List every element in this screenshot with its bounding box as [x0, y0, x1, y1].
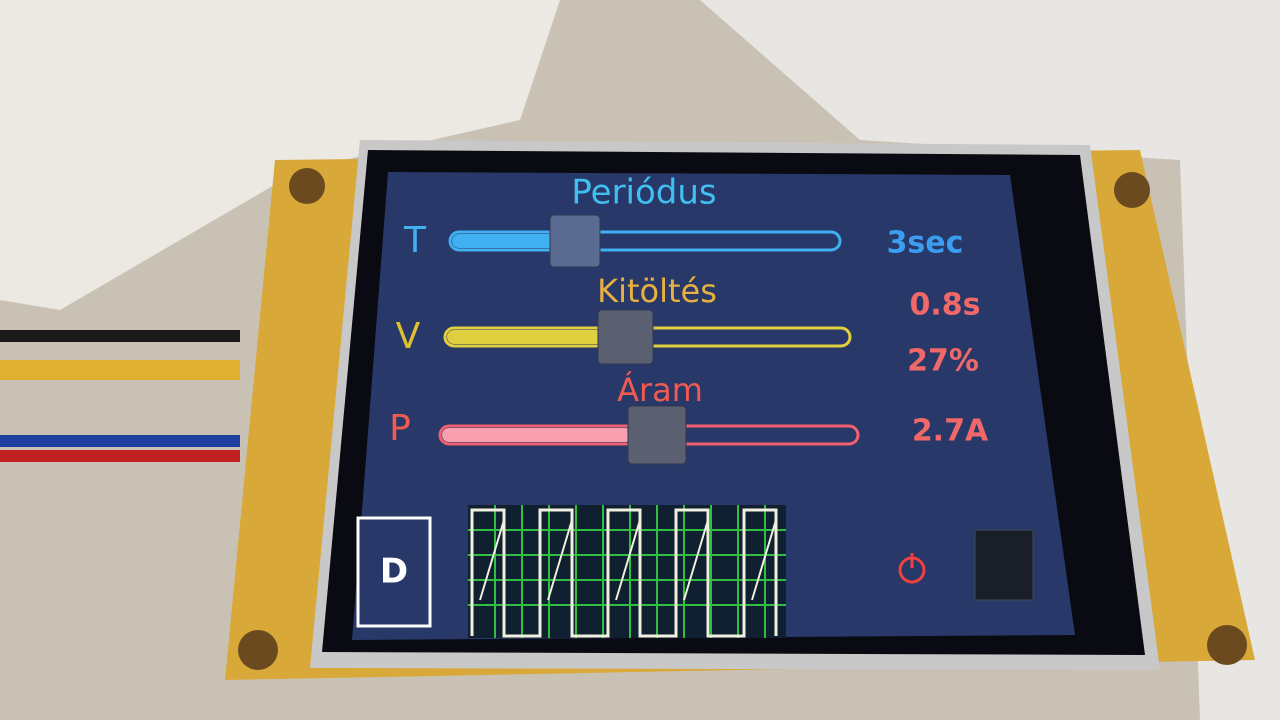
- slider-knob[interactable]: [597, 309, 654, 365]
- paper: [0, 0, 560, 310]
- hole: [238, 630, 278, 670]
- slider-title: Kitöltés: [597, 272, 717, 310]
- slider-letter: T: [403, 220, 427, 261]
- slider-title: Periódus: [571, 173, 716, 213]
- readout: 2.7A: [912, 414, 989, 449]
- scope-grid: [468, 505, 786, 638]
- readout: 0.8s: [909, 288, 980, 323]
- wire: [0, 330, 240, 342]
- mode-button[interactable]: [356, 516, 432, 628]
- wire: [0, 450, 240, 462]
- scope: [468, 505, 786, 638]
- readout: 27%: [907, 344, 979, 379]
- slider-fill: [447, 330, 607, 344]
- waveform: [470, 508, 778, 638]
- toggle[interactable]: [974, 529, 1034, 601]
- readout: 3sec: [887, 226, 964, 261]
- hole: [1114, 172, 1150, 208]
- button-label: D: [380, 552, 408, 592]
- wire: [0, 360, 240, 380]
- slider-knob[interactable]: [549, 214, 601, 268]
- slider-knob[interactable]: [627, 405, 687, 465]
- power-button[interactable]: [898, 553, 926, 584]
- slider-track: [448, 230, 842, 252]
- hole: [1207, 625, 1247, 665]
- slider-letter: P: [389, 408, 411, 449]
- slider-letter: V: [396, 316, 421, 357]
- hole: [289, 168, 325, 204]
- wire: [0, 435, 240, 447]
- slider-fill: [442, 428, 632, 442]
- slider-fill: [452, 234, 572, 248]
- slider-title: Áram: [617, 371, 703, 409]
- waveform-ramp: [479, 519, 777, 601]
